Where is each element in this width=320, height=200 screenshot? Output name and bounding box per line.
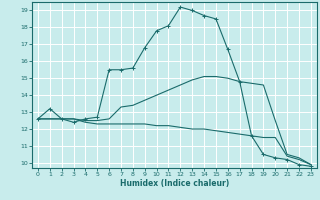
X-axis label: Humidex (Indice chaleur): Humidex (Indice chaleur) bbox=[120, 179, 229, 188]
